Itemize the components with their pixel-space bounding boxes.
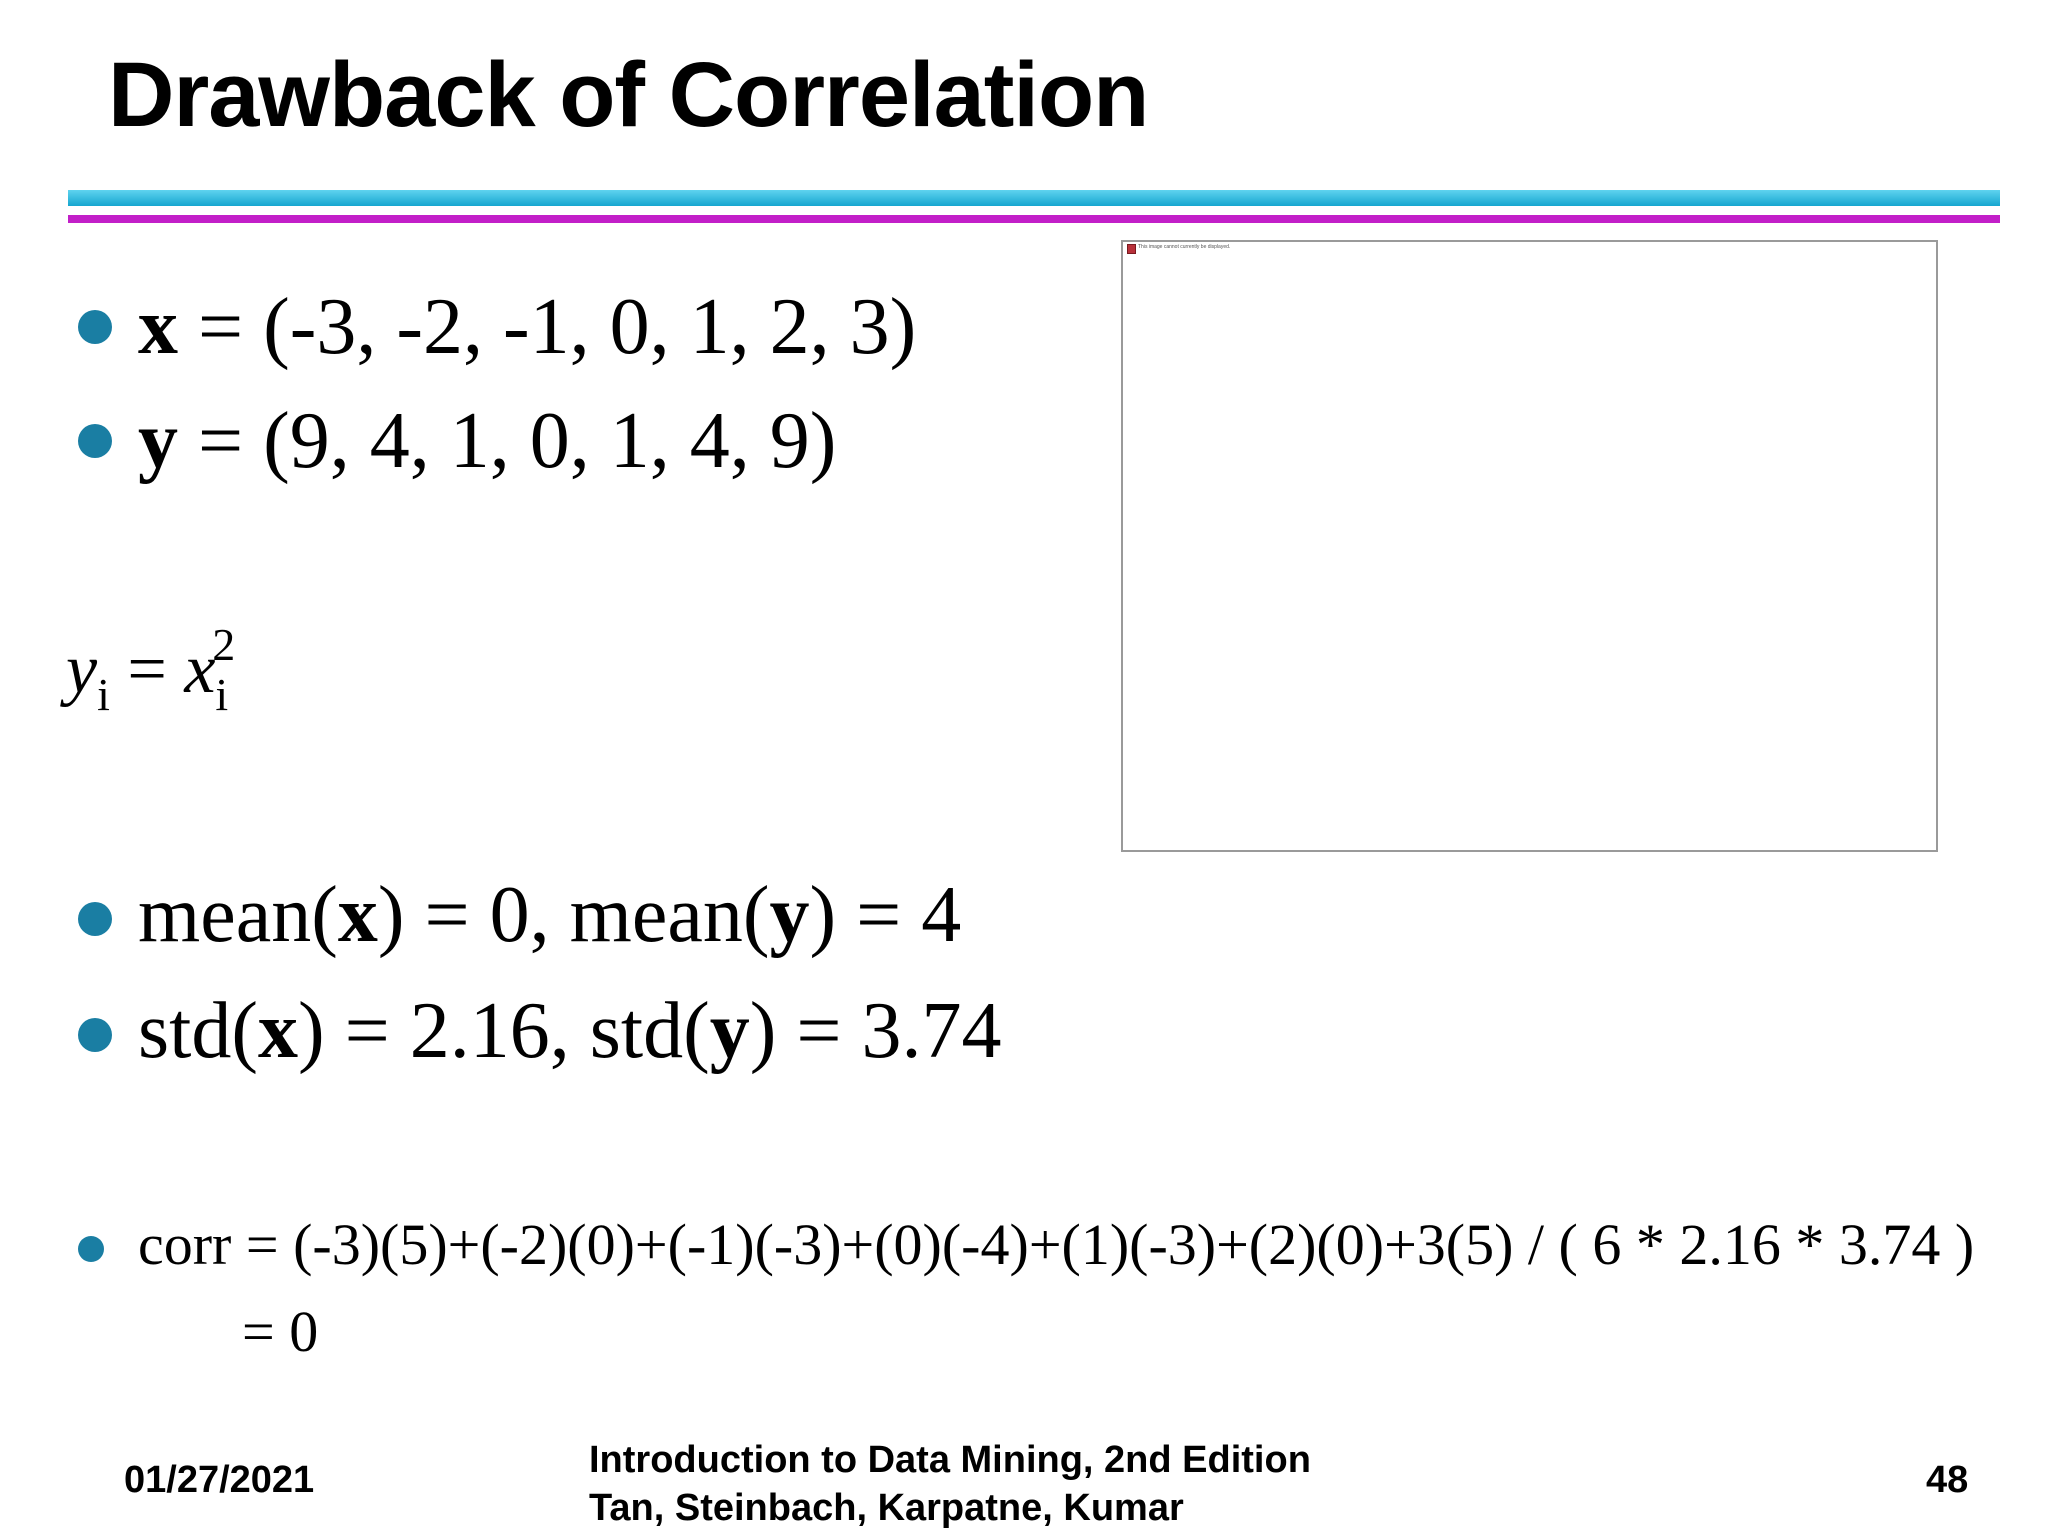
bullet-dot	[78, 1018, 112, 1052]
bullet-x: x = (-3, -2, -1, 0, 1, 2, 3)	[138, 282, 916, 372]
formula-rhs-sub: i	[215, 669, 229, 720]
footer-book-title: Introduction to Data Mining, 2nd Edition	[589, 1439, 1311, 1481]
footer-authors: Tan, Steinbach, Karpatne, Kumar	[589, 1487, 1184, 1529]
formula-lhs-sub: i	[97, 669, 110, 720]
broken-image-icon	[1127, 244, 1136, 254]
corr-line-1: corr = (-3)(5)+(-2)(0)+(-1)(-3)+(0)(-4)+…	[138, 1212, 1975, 1277]
var-x: x	[138, 283, 178, 371]
corr-line-2: = 0	[242, 1299, 319, 1364]
formula-eq: =	[109, 631, 185, 708]
formula-lhs: y	[66, 631, 98, 708]
std-var-y: y	[709, 987, 750, 1075]
image-placeholder: This image cannot currently be displayed…	[1121, 240, 1938, 852]
y-values: = (9, 4, 1, 0, 1, 4, 9)	[178, 397, 837, 485]
formula-rhs: x	[184, 631, 216, 708]
mean-text: ) = 0, mean(	[377, 871, 770, 959]
mean-var-x: x	[337, 871, 378, 959]
mean-text: mean(	[138, 871, 338, 959]
footer-date: 01/27/2021	[124, 1459, 315, 1501]
var-y: y	[138, 397, 178, 485]
formula-rhs-sup: 2	[212, 619, 236, 670]
mean-var-y: y	[769, 871, 810, 959]
std-text: ) = 3.74	[749, 987, 1002, 1075]
mean-text: ) = 4	[809, 871, 962, 959]
bullet-std: std(x) = 2.16, std(y) = 3.74	[138, 986, 1002, 1076]
bullet-dot	[78, 1236, 104, 1262]
relation-formula: yi = xi2	[66, 619, 235, 720]
image-alt-text: This image cannot currently be displayed…	[1138, 244, 1231, 250]
std-text: std(	[138, 987, 258, 1075]
x-values: = (-3, -2, -1, 0, 1, 2, 3)	[178, 283, 917, 371]
slide-title: Drawback of Correlation	[108, 44, 1149, 146]
title-rule-magenta	[68, 215, 2000, 223]
bullet-y: y = (9, 4, 1, 0, 1, 4, 9)	[138, 396, 836, 486]
std-text: ) = 2.16, std(	[298, 987, 710, 1075]
bullet-dot	[78, 902, 112, 936]
footer-page-number: 48	[1926, 1459, 1969, 1501]
std-var-x: x	[258, 987, 298, 1075]
bullet-dot	[78, 310, 112, 344]
title-rule-cyan	[68, 190, 2000, 206]
bullet-mean: mean(x) = 0, mean(y) = 4	[138, 870, 961, 960]
bullet-dot	[78, 424, 112, 458]
